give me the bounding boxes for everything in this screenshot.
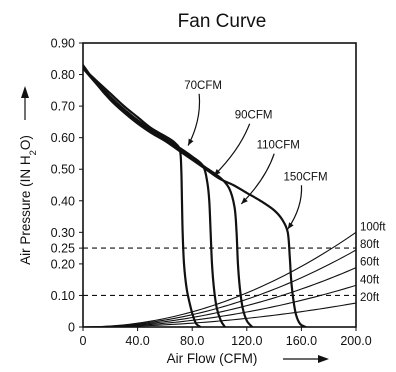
system-curves (83, 231, 356, 327)
series-label: 150CFM (283, 171, 327, 183)
y-tick-label: 0 (68, 321, 75, 335)
y-tick-label: 0.60 (51, 131, 75, 145)
x-tick-label: 160.0 (286, 334, 317, 348)
y-tick-label: 0.25 (51, 242, 75, 256)
system-curve (83, 231, 356, 327)
x-tick-label: 0 (80, 334, 87, 348)
fan-curve-line (83, 67, 202, 327)
y-tick-label: 0.20 (51, 257, 75, 271)
fan-curve-line (83, 67, 227, 327)
fan-curve-line (83, 67, 254, 327)
series-leader-arrowhead (214, 169, 221, 176)
series-leader-line (240, 153, 275, 205)
series-leaders (187, 93, 303, 230)
y-tick-label: 0.10 (51, 289, 75, 303)
system-curve-label: 100ft (360, 221, 386, 233)
x-tick-label: 200.0 (340, 334, 371, 348)
x-axis-arrow-icon (318, 355, 329, 363)
series-leader-line (213, 123, 251, 176)
series-label: 90CFM (235, 110, 273, 122)
fan-curves (83, 63, 307, 327)
y-tick-label: 0.90 (51, 37, 75, 51)
x-tick-label: 40.0 (125, 334, 149, 348)
y-tick-label: 0.40 (51, 194, 75, 208)
y-tick-label: 0.30 (51, 226, 75, 240)
series-label: 110CFM (257, 140, 300, 152)
plot-frame (82, 42, 357, 328)
series-leader-arrowhead (287, 222, 294, 230)
series-leader-arrowhead (188, 138, 194, 146)
system-curve-label: 80ft (360, 239, 380, 251)
y-tick-label: 0.80 (51, 68, 75, 82)
series-leader-line (287, 185, 303, 230)
x-tick-label: 80.0 (180, 334, 204, 348)
x-tick-label: 120.0 (231, 334, 262, 348)
y-tick-label: 0.70 (51, 100, 75, 114)
x-axis-label: Air Flow (CFM) (167, 351, 258, 366)
series-label: 70CFM (184, 80, 222, 92)
reference-lines (83, 247, 356, 296)
axis-ticks: 0 40.0 80.0 120.0 160.0 200.0 0 0.10 0.200.25 0.3… (51, 37, 372, 349)
system-curve-label: 40ft (360, 274, 380, 286)
system-curve-label: 60ft (360, 257, 380, 269)
y-tick-label: 0.50 (51, 163, 75, 177)
series-leader-arrowhead (241, 197, 248, 204)
chart-title: Fan Curve (178, 11, 267, 32)
series-leader-line (187, 93, 201, 146)
chart-labels: 100ft 80ft 60ft 40ft 20ft 70CFM 90CFM 110CFM 150… (184, 80, 386, 304)
fan-curve-line (83, 63, 307, 327)
system-curve-label: 20ft (360, 292, 380, 304)
y-axis-arrow-icon (21, 86, 29, 98)
y-axis-label: Air Pressure (IN H2O) (18, 135, 39, 265)
